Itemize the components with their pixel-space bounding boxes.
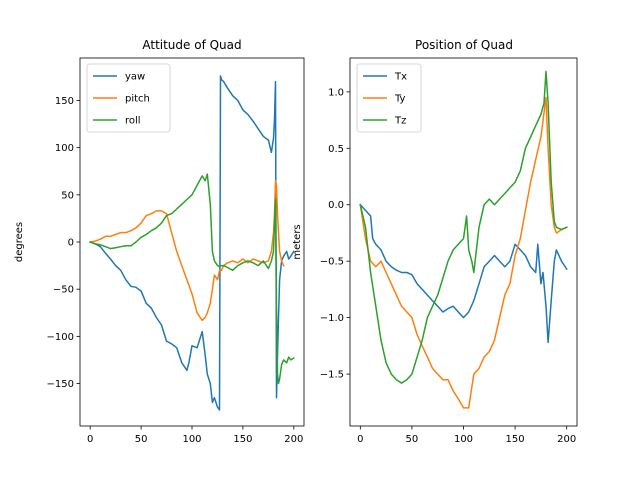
attitude-x-tick-label: 150: [233, 434, 252, 445]
position-lines: [359, 70, 568, 409]
attitude-axes: Attitude of Quad degrees 0 50 100 150 200 −15…: [14, 38, 305, 445]
attitude-series-roll-line: [89, 173, 295, 385]
attitude-x-tick-label: 100: [182, 434, 201, 445]
position-y-tick-label: −1.0: [320, 313, 344, 324]
position-y-tick-label: −1.5: [320, 370, 344, 381]
attitude-legend: yaw pitch roll: [86, 63, 171, 133]
attitude-y-tick-label: 150: [55, 96, 74, 107]
position-y-tick-label: −0.5: [320, 257, 344, 268]
position-legend-label-tz: Tz: [394, 116, 406, 127]
attitude-x-tick-label: 200: [284, 434, 303, 445]
attitude-lines: [89, 75, 295, 411]
attitude-y-tick-label: 100: [55, 143, 74, 154]
position-title: Position of Quad: [415, 38, 513, 52]
attitude-title: Attitude of Quad: [142, 38, 241, 52]
attitude-y-tick-label: −50: [53, 285, 74, 296]
position-legend-box: [356, 63, 422, 133]
attitude-axes-frame: [79, 57, 305, 427]
position-x-tick-label: 0: [357, 434, 363, 445]
attitude-y-tick-label: 50: [61, 190, 74, 201]
attitude-ticks: 0 50 100 150 200 −150 −100 −50 0 50 100 150: [47, 96, 304, 445]
position-x-tick-label: 200: [557, 434, 576, 445]
attitude-x-tick-label: 0: [87, 434, 93, 445]
position-series-tz-line: [359, 70, 568, 384]
attitude-legend-label-roll: roll: [125, 116, 141, 127]
position-series-ty-line: [359, 96, 568, 409]
position-ticks: 0 50 100 150 200 −1.5 −1.0 −0.5 0.0 0.5 1.0: [320, 87, 577, 445]
position-y-tick-label: 0.5: [328, 144, 344, 155]
attitude-legend-box: [86, 63, 171, 133]
position-y-axis-label: meters: [292, 224, 303, 259]
position-y-tick-label: 0.0: [328, 200, 344, 211]
position-series-tx-line: [359, 203, 568, 344]
position-axes: Position of Quad meters 0 50 100 150 200 −1.5…: [292, 38, 578, 445]
attitude-y-tick-label: −100: [47, 332, 74, 343]
position-legend: Tx Ty Tz: [356, 63, 422, 133]
attitude-x-tick-label: 50: [135, 434, 148, 445]
position-legend-label-tx: Tx: [394, 72, 407, 83]
position-axes-frame: [349, 57, 578, 427]
attitude-legend-label-pitch: pitch: [125, 94, 150, 105]
attitude-y-tick-label: −150: [47, 379, 74, 390]
position-x-tick-label: 150: [506, 434, 525, 445]
attitude-series-pitch-line: [89, 179, 285, 322]
attitude-legend-label-yaw: yaw: [125, 72, 145, 83]
position-legend-label-ty: Ty: [394, 94, 406, 105]
position-x-tick-label: 50: [406, 434, 419, 445]
attitude-y-tick-label: 0: [68, 238, 74, 249]
attitude-y-axis-label: degrees: [14, 222, 25, 262]
position-x-tick-label: 100: [454, 434, 473, 445]
position-y-tick-label: 1.0: [328, 87, 344, 98]
